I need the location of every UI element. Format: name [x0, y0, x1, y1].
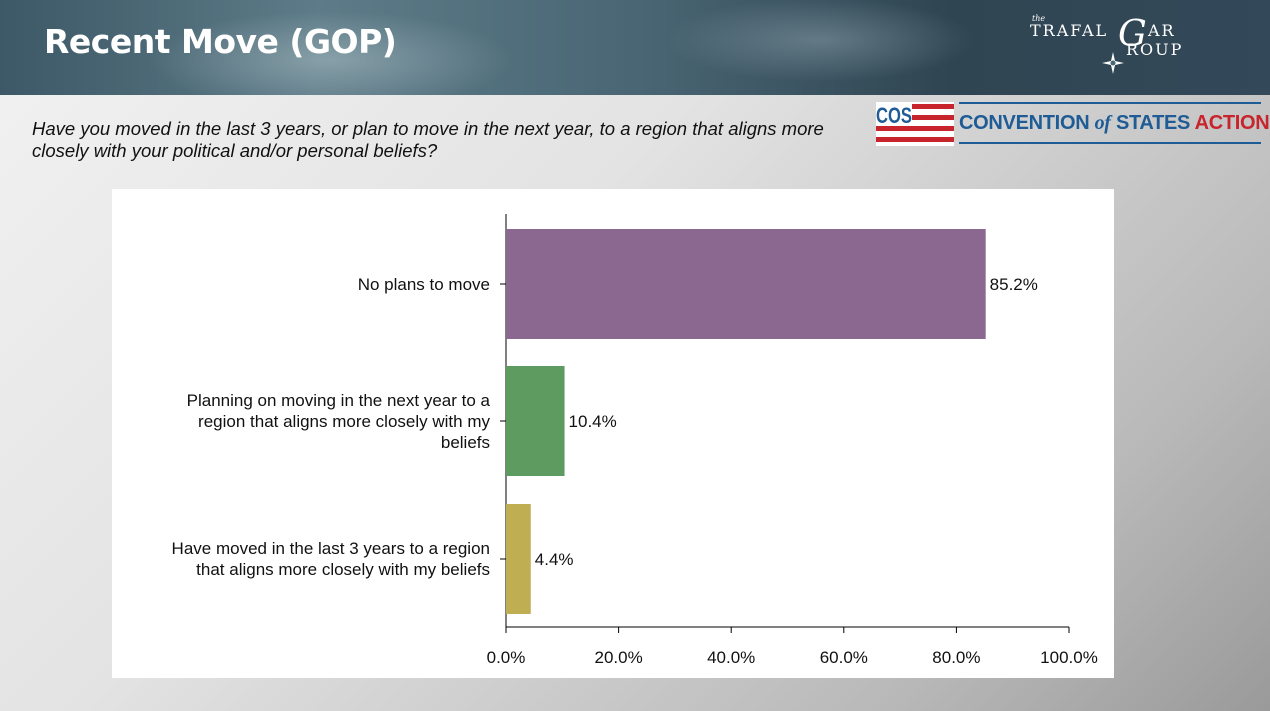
- bar-chart: 0.0% 20.0% 40.0% 60.0% 80.0% 100.0% 85.2% 10.4%…: [487, 214, 1098, 667]
- header-banner: Recent Move (GOP) the TRAFAL G AR ROUP: [0, 0, 1270, 95]
- survey-question: Have you moved in the last 3 years, or p…: [32, 118, 824, 161]
- cos-wordmark: CONVENTION of STATES ACTION: [959, 112, 1270, 134]
- logo-line1: TRAFAL: [1030, 21, 1109, 40]
- cos-bottom-rule: [959, 142, 1261, 144]
- logo-line2: ROUP: [1126, 40, 1184, 59]
- x-tick-label: 60.0%: [820, 648, 868, 667]
- cos-badge: COS: [876, 103, 912, 128]
- cos-flag-icon: COS: [876, 102, 954, 146]
- logo-g: G: [1118, 14, 1147, 55]
- category-label: No plans to move: [357, 274, 490, 294]
- cos-top-rule: [959, 102, 1261, 104]
- category-label: Planning on moving in the next year to a…: [186, 390, 490, 452]
- value-label: 4.4%: [535, 550, 574, 569]
- value-label: 85.2%: [990, 275, 1038, 294]
- page-title: Recent Move (GOP): [44, 22, 397, 61]
- bar: [506, 229, 986, 339]
- chart-panel: 0.0% 20.0% 40.0% 60.0% 80.0% 100.0% 85.2% 10.4%…: [112, 189, 1114, 678]
- trafalgar-group-logo: the TRAFAL G AR ROUP: [1030, 14, 1220, 80]
- logo-line1-end: AR: [1148, 21, 1176, 40]
- x-tick-label: 0.0%: [487, 648, 526, 667]
- x-tick-label: 100.0%: [1040, 648, 1098, 667]
- x-tick-label: 80.0%: [932, 648, 980, 667]
- convention-of-states-logo: COS CONVENTION of STATES ACTION: [876, 102, 1270, 148]
- logo-the: the: [1032, 14, 1046, 23]
- category-label: Have moved in the last 3 years to a regi…: [171, 539, 490, 579]
- bar: [506, 504, 531, 614]
- x-tick-label: 40.0%: [707, 648, 755, 667]
- x-tick-label: 20.0%: [594, 648, 642, 667]
- compass-rose-icon: [1102, 52, 1124, 74]
- bar: [506, 366, 565, 476]
- value-label: 10.4%: [569, 412, 617, 431]
